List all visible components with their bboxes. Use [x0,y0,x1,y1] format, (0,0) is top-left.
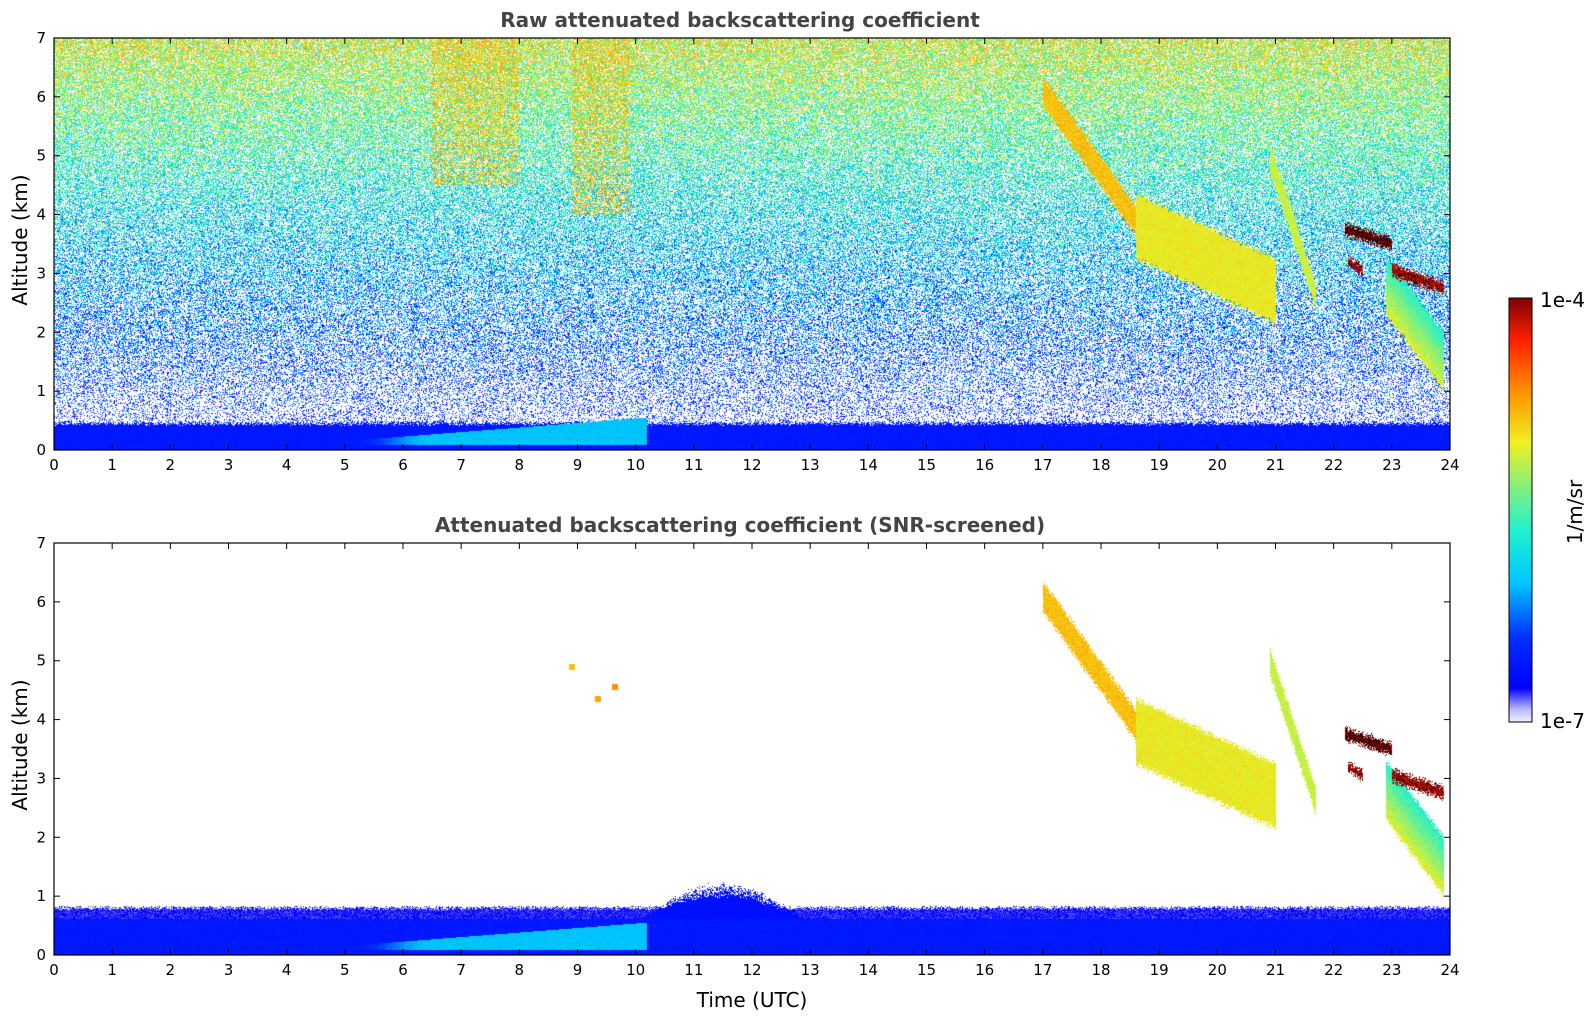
x-tick-label: 13 [801,456,820,474]
x-tick-label: 1 [107,456,117,474]
y-tick-label: 5 [36,147,46,165]
x-tick-label: 19 [1150,456,1169,474]
x-tick-label: 7 [456,456,466,474]
y-tick-label: 3 [36,264,46,282]
x-tick-label: 3 [224,456,234,474]
x-tick-label: 21 [1266,456,1285,474]
x-tick-label: 15 [917,456,936,474]
panel-screened-heatmap [54,543,1450,955]
x-tick-label: 5 [340,961,350,979]
x-tick-label: 0 [49,961,59,979]
x-tick-label: 24 [1440,456,1459,474]
x-tick-label: 14 [859,456,878,474]
x-tick-label: 4 [282,961,292,979]
y-tick-label: 3 [36,769,46,787]
x-tick-label: 17 [1033,456,1052,474]
y-tick-label: 7 [36,534,46,552]
x-tick-label: 11 [684,961,703,979]
x-tick-label: 15 [917,961,936,979]
y-tick-label: 6 [36,88,46,106]
x-tick-label: 23 [1382,456,1401,474]
x-tick-label: 12 [742,961,761,979]
x-tick-label: 10 [626,456,645,474]
x-tick-label: 11 [684,456,703,474]
x-tick-label: 22 [1324,456,1343,474]
y-tick-label: 7 [36,29,46,47]
panel-screened-title: Attenuated backscattering coefficient (S… [435,513,1045,537]
y-tick-label: 4 [36,711,46,729]
x-tick-label: 17 [1033,961,1052,979]
x-tick-label: 2 [166,456,176,474]
panel-raw: Raw attenuated backscattering coefficien… [8,8,1460,474]
panel-raw-ylabel: Altitude (km) [8,174,32,305]
x-tick-label: 6 [398,456,408,474]
y-tick-label: 0 [36,946,46,964]
y-tick-label: 5 [36,652,46,670]
y-tick-label: 2 [36,323,46,341]
panel-screened: Attenuated backscattering coefficient (S… [8,513,1460,1012]
y-tick-label: 0 [36,441,46,459]
colorbar-units-label: 1/m/sr [1563,479,1587,544]
x-tick-label: 0 [49,456,59,474]
x-tick-label: 6 [398,961,408,979]
x-tick-label: 20 [1208,961,1227,979]
y-tick-label: 2 [36,828,46,846]
y-tick-label: 1 [36,382,46,400]
x-tick-label: 24 [1440,961,1459,979]
panel-screened-plot-area [54,543,1450,955]
x-tick-label: 9 [573,961,583,979]
colorbar-gradient [1508,297,1533,723]
colorbar: 1e-4 1e-7 1/m/sr [1508,288,1587,733]
x-tick-label: 20 [1208,456,1227,474]
x-tick-label: 14 [859,961,878,979]
panel-screened-xlabel: Time (UTC) [696,988,808,1012]
panel-screened-ylabel: Altitude (km) [8,679,32,810]
x-tick-label: 1 [107,961,117,979]
panel-raw-heatmap [54,38,1450,450]
x-tick-label: 9 [573,456,583,474]
x-tick-label: 3 [224,961,234,979]
x-tick-label: 12 [742,456,761,474]
x-tick-label: 4 [282,456,292,474]
x-tick-label: 7 [456,961,466,979]
x-tick-label: 5 [340,456,350,474]
x-tick-label: 13 [801,961,820,979]
x-tick-label: 18 [1091,961,1110,979]
x-tick-label: 8 [515,961,525,979]
x-tick-label: 19 [1150,961,1169,979]
x-tick-label: 18 [1091,456,1110,474]
x-tick-label: 16 [975,456,994,474]
x-tick-label: 10 [626,961,645,979]
x-tick-label: 2 [166,961,176,979]
colorbar-min-label: 1e-7 [1540,709,1585,733]
y-tick-label: 6 [36,593,46,611]
panel-raw-ticks: 0 1 2 3 4 5 6 7 8 9 10 11 12 13 14 15 16 17 18 19 20 21 22 23 24… [36,29,1459,474]
panel-screened-ticks: 0 1 2 3 4 5 6 7 8 9 10 11 12 13 14 15 16 17 18 19 20 21 22 23 24… [36,534,1459,979]
x-tick-label: 22 [1324,961,1343,979]
colorbar-max-label: 1e-4 [1540,288,1585,312]
y-tick-label: 4 [36,206,46,224]
y-tick-label: 1 [36,887,46,905]
panel-raw-title: Raw attenuated backscattering coefficien… [500,8,980,32]
x-tick-label: 21 [1266,961,1285,979]
panel-raw-plot-area [54,38,1450,450]
x-tick-label: 23 [1382,961,1401,979]
x-tick-label: 16 [975,961,994,979]
x-tick-label: 8 [515,456,525,474]
